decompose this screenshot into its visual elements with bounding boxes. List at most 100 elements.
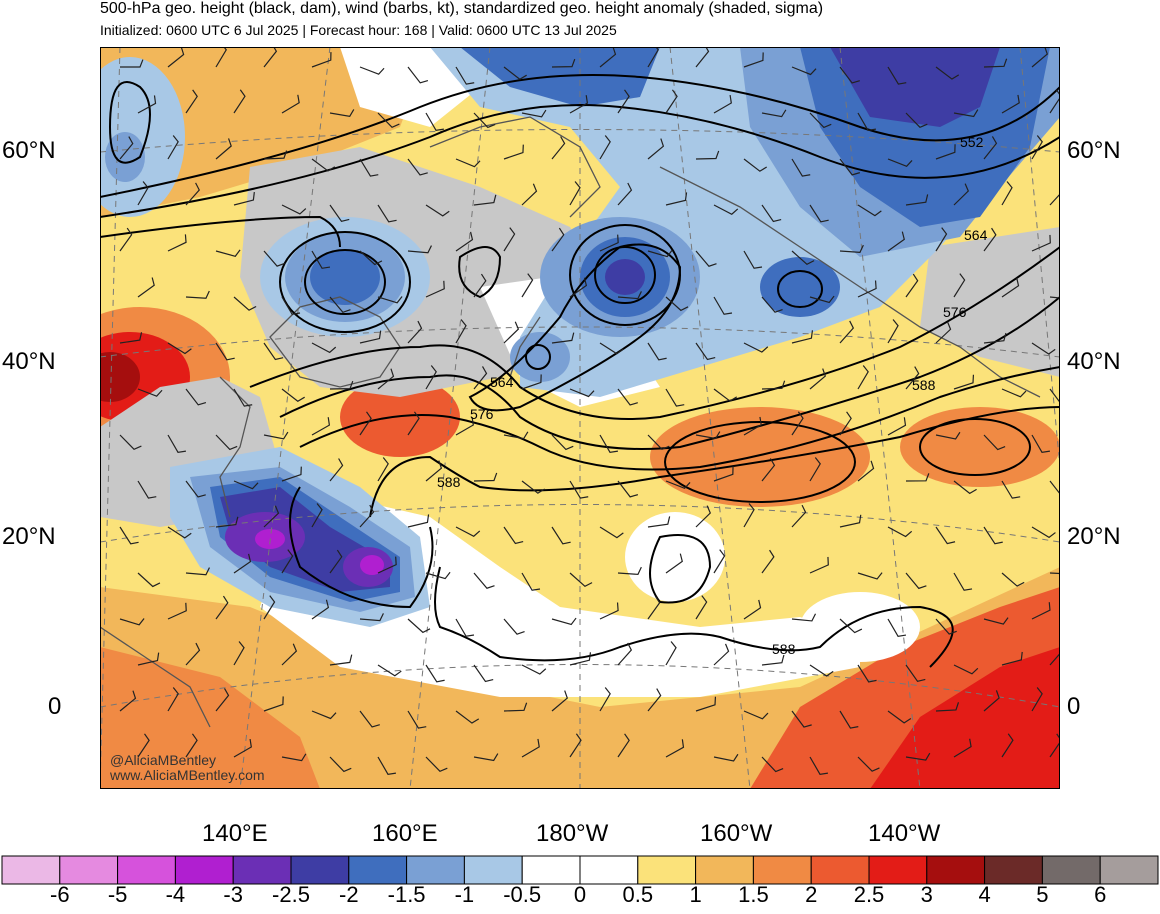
wind-barb — [569, 733, 582, 758]
wind-barb — [953, 572, 973, 591]
wind-barb — [329, 296, 351, 314]
wind-barb — [617, 388, 638, 406]
wind-barb — [455, 710, 480, 724]
wind-barb — [521, 183, 538, 206]
wind-barb — [167, 135, 179, 160]
colorbar-swatch — [521, 855, 581, 885]
contour-label: 564 — [964, 227, 988, 243]
wind-barb — [233, 553, 252, 574]
wind-barb — [167, 526, 192, 539]
wind-barb — [935, 618, 957, 635]
wind-barb — [599, 47, 617, 68]
wind-barb — [329, 380, 354, 390]
anomaly-negative-region — [830, 47, 1000, 127]
wind-barb — [185, 480, 206, 498]
wind-barb — [473, 273, 487, 298]
wind-barb — [905, 366, 920, 390]
credit-handle: @AliciaMBentley — [110, 752, 217, 768]
lat-label-right-20: 20°N — [1067, 523, 1121, 550]
wind-barb — [473, 366, 488, 390]
wind-barb — [647, 342, 667, 361]
colorbar-tick-label: -3 — [223, 882, 243, 907]
wind-barb — [647, 249, 673, 258]
colorbar-tick-label: -1 — [454, 882, 475, 907]
wind-barb — [377, 556, 397, 574]
wind-barb — [935, 227, 948, 252]
lat-label-left-0: 0 — [48, 693, 62, 720]
wind-barb — [1031, 602, 1051, 620]
wind-barb — [120, 59, 144, 68]
wind-barb — [905, 664, 926, 683]
wind-barb — [521, 480, 546, 494]
wind-barb — [905, 273, 919, 298]
lon-label-140e: 140°E — [202, 820, 268, 847]
wind-barb — [329, 756, 352, 773]
wind-barb — [233, 192, 255, 206]
colorbar-swatch — [810, 855, 870, 885]
wind-barb — [407, 710, 427, 729]
wind-barb — [503, 526, 524, 545]
wind-barb — [233, 296, 257, 311]
lon-label-160w: 160°W — [700, 820, 773, 847]
wind-barb — [599, 342, 624, 355]
wind-barb — [281, 549, 294, 574]
wind-barb — [359, 613, 384, 622]
wind-barb — [425, 365, 437, 390]
wind-barb — [359, 710, 380, 728]
wind-barb — [695, 595, 708, 620]
wind-barb — [1049, 733, 1060, 758]
wind-barb — [329, 654, 353, 666]
wind-barb — [617, 182, 633, 206]
wind-barb — [1049, 296, 1060, 299]
wind-barb — [569, 388, 595, 398]
wind-barb — [647, 595, 661, 620]
wind-barb — [233, 89, 246, 114]
colorbar-swatch — [348, 855, 408, 885]
wind-barb — [1001, 572, 1025, 587]
wind-barb — [791, 504, 807, 528]
wind-barb — [935, 144, 956, 160]
wind-barb — [167, 342, 192, 355]
wind-barb — [665, 89, 678, 114]
wind-barb — [167, 434, 186, 453]
wind-barb — [983, 58, 1008, 68]
wind-barb — [551, 617, 577, 626]
wind-barb — [329, 109, 355, 117]
wind-barb — [761, 458, 776, 482]
wind-barb — [665, 388, 685, 407]
wind-barb — [377, 204, 397, 223]
wind-barb — [473, 112, 496, 129]
wind-barb — [377, 112, 400, 128]
lon-label-180w: 180°W — [536, 820, 609, 847]
height-contours — [100, 74, 1060, 668]
colorbar-swatch — [117, 855, 176, 885]
wind-barb — [263, 47, 278, 68]
wind-barb — [119, 227, 133, 252]
anomaly-negative-region — [310, 249, 380, 305]
wind-barb — [311, 158, 336, 172]
wind-barb — [281, 643, 298, 666]
colorbar-swatch — [868, 855, 928, 885]
wind-barb — [1031, 342, 1056, 355]
wind-barb — [935, 321, 952, 344]
wind-barb — [569, 277, 588, 298]
wind-barb — [695, 47, 710, 68]
wind-barb — [329, 549, 343, 574]
anomaly-neutral-region — [340, 47, 480, 127]
colorbar-tick-label: 4 — [978, 882, 991, 907]
wind-barb — [137, 652, 160, 666]
wind-barb — [1031, 135, 1043, 160]
lat-label-right-0: 0 — [1067, 693, 1081, 720]
anomaly-negative-region — [605, 259, 645, 295]
graticule — [100, 47, 1060, 789]
wind-barb — [665, 739, 685, 758]
wind-barb — [167, 234, 187, 252]
wind-barb — [137, 181, 149, 206]
wind-barb — [905, 194, 929, 206]
wind-barb — [791, 158, 811, 177]
colorbar-tick-label: -2 — [339, 882, 359, 907]
wind-barb — [215, 595, 229, 620]
wind-barb — [233, 641, 245, 666]
wind-barb — [935, 702, 960, 712]
wind-barb — [713, 549, 726, 574]
